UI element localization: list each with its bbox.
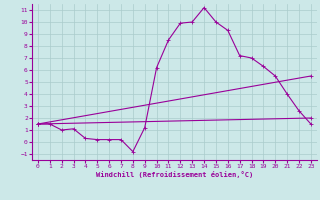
X-axis label: Windchill (Refroidissement éolien,°C): Windchill (Refroidissement éolien,°C) [96,171,253,178]
